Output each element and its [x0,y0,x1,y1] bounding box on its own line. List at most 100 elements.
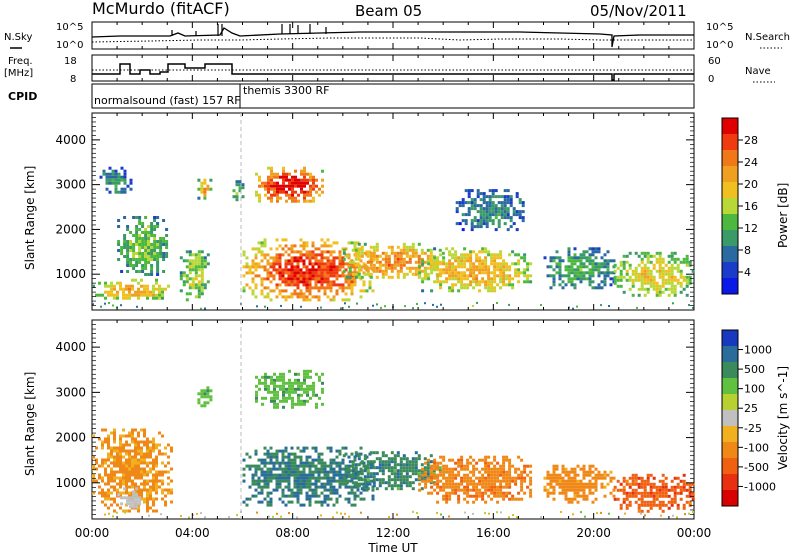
range-time-cell [466,274,470,278]
range-time-cell [588,262,592,266]
range-time-cell [260,485,264,489]
range-time-cell [281,253,285,257]
range-time-cell [558,482,562,486]
range-time-cell [146,449,149,453]
range-time-cell [137,431,140,435]
range-time-cell [273,184,276,188]
range-time-cell [332,470,336,474]
range-time-cell [128,287,131,291]
range-time-cell [321,169,324,173]
range-time-cell [658,500,662,504]
range-time-cell [496,470,500,474]
range-time-cell [362,497,366,501]
range-time-cell [564,488,568,492]
range-time-cell [260,241,264,245]
range-time-cell [655,290,659,294]
range-time-cell [161,488,164,492]
range-time-cell [285,396,288,400]
range-time-cell [455,210,459,214]
range-time-cell [418,482,422,486]
range-time-cell [439,253,443,257]
range-time-cell [664,263,668,267]
range-time-cell [631,488,635,492]
range-time-cell [135,231,139,234]
range-time-cell [500,201,504,205]
range-time-cell [338,476,342,480]
range-time-cell [119,437,122,441]
range-time-cell [326,473,330,477]
range-time-cell [126,184,130,188]
range-time-cell [293,289,297,293]
range-time-cell [149,470,152,474]
range-time-cell [318,378,321,382]
range-time-cell [119,476,122,480]
range-time-cell [284,446,288,450]
noise-right-label: N.Search [745,32,790,43]
range-time-cell [564,491,568,495]
range-time-cell [110,455,113,459]
range-time-cell [637,278,641,282]
range-time-cell [152,287,155,291]
range-time-cell [311,256,315,260]
range-time-cell [320,286,324,290]
range-time-cell [131,482,134,486]
range-time-cell [290,488,294,492]
range-time-cell [329,464,333,468]
range-time-cell [497,195,501,199]
range-time-cell [478,476,482,480]
range-time-cell [481,247,485,251]
range-time-cell [451,283,455,287]
range-time-cell [375,466,379,470]
range-time-cell [405,457,409,461]
range-time-cell [476,225,480,229]
range-time-cell [499,286,503,290]
range-time-cell [335,241,339,245]
range-time-cell [649,269,653,273]
range-time-cell [600,262,604,266]
range-time-cell [460,253,464,257]
range-time-cell [332,259,336,263]
range-time-cell [424,302,426,305]
x-tick-label: 20:00 [576,526,611,540]
range-time-cell [341,274,345,278]
range-time-cell [381,469,385,473]
range-time-cell [408,266,412,270]
beam-title: Beam 05 [355,2,422,20]
range-time-cell [326,494,330,498]
range-time-cell [260,277,264,281]
range-time-cell [436,485,440,489]
range-time-cell [475,497,479,501]
range-time-cell [320,464,324,468]
range-time-cell [144,243,148,246]
range-time-cell [329,449,333,453]
range-time-cell [192,513,194,516]
range-time-cell [387,245,391,249]
range-time-cell [149,497,152,501]
range-time-cell [414,254,418,258]
range-time-cell [350,292,354,296]
range-time-cell [460,467,464,471]
range-time-cell [511,497,515,501]
colorbar-swatch [722,166,738,183]
range-time-cell [457,494,461,498]
range-time-cell [685,263,689,267]
range-time-cell [470,201,474,205]
range-time-cell [111,172,115,176]
range-time-cell [511,464,515,468]
range-time-cell [682,479,686,483]
range-time-cell [430,473,434,477]
range-time-cell [661,491,665,495]
range-time-cell [272,455,276,459]
range-time-cell [502,274,506,278]
range-time-cell [487,488,491,492]
range-time-cell [348,269,352,273]
range-time-cell [637,272,641,276]
range-time-cell [619,284,623,288]
range-time-cell [433,482,437,486]
range-time-cell [134,278,137,282]
range-time-cell [502,271,506,275]
range-time-cell [600,304,602,307]
range-time-cell [165,255,169,258]
range-time-cell [448,259,452,263]
range-time-cell [140,482,143,486]
